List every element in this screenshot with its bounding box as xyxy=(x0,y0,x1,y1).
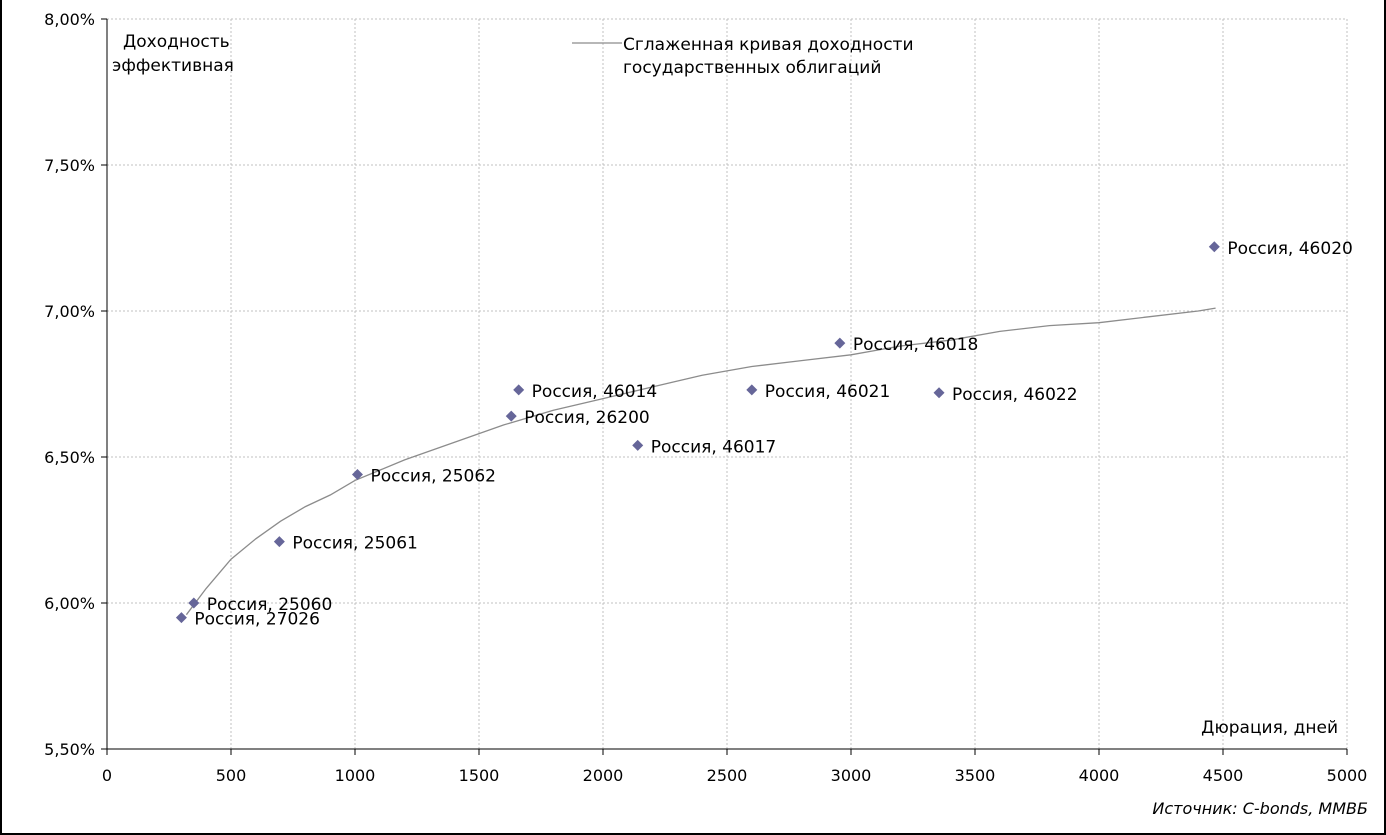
x-axis-title: Дюрация, дней xyxy=(1201,718,1338,738)
x-tick-label: 1500 xyxy=(459,766,500,785)
x-tick-label: 2000 xyxy=(583,766,624,785)
bond-point-label: Россия, 46021 xyxy=(765,382,891,402)
x-tick-label: 1000 xyxy=(335,766,376,785)
x-tick-label: 3500 xyxy=(955,766,996,785)
bond-point-label: Россия, 27026 xyxy=(194,610,320,630)
x-tick-label: 0 xyxy=(102,766,112,785)
bond-point-label: Россия, 46017 xyxy=(651,437,777,457)
bond-point xyxy=(351,469,363,481)
bond-point xyxy=(1208,241,1220,253)
bond-point xyxy=(513,384,525,396)
axes: 0 500 1000 1500 2000 2500 3000 3500 4000 4500 5000… xyxy=(44,10,1367,785)
bond-point xyxy=(632,439,644,451)
text-layer: Доходность эффективная Сглаженная кривая… xyxy=(112,32,1368,818)
bond-point xyxy=(834,337,846,349)
bond-point-label: Россия, 46020 xyxy=(1227,239,1353,259)
y-tick-label: 6,00% xyxy=(44,594,95,613)
x-tick-label: 4000 xyxy=(1079,766,1120,785)
x-tick-label: 2500 xyxy=(707,766,748,785)
bond-point-label: Россия, 46022 xyxy=(952,385,1078,405)
source-note: Источник: C-bonds, ММВБ xyxy=(1152,799,1368,818)
bond-point-label: Россия, 46014 xyxy=(532,382,658,402)
bond-point xyxy=(746,384,758,396)
curve-layer xyxy=(185,307,1216,616)
y-tick-label: 6,50% xyxy=(44,448,95,467)
bond-point-label: Россия, 26200 xyxy=(524,408,650,428)
bond-point-label: Россия, 25062 xyxy=(370,467,496,487)
bond-point-label: Россия, 46018 xyxy=(853,335,979,355)
bond-point xyxy=(933,387,945,399)
legend-label-line-1: Сглаженная кривая доходности xyxy=(623,35,914,55)
y-tick-label: 7,00% xyxy=(44,302,95,321)
grid xyxy=(107,18,1348,749)
x-tick-label: 5000 xyxy=(1327,766,1368,785)
bond-point-label: Россия, 25060 xyxy=(207,595,333,615)
y-axis-title-line-1: Доходность xyxy=(123,32,230,52)
bond-point xyxy=(505,410,517,422)
smoothed-yield-curve xyxy=(185,307,1216,616)
legend-label-line-2: государственных облигаций xyxy=(623,58,881,78)
y-tick-label: 5,50% xyxy=(44,740,95,759)
x-tick-label: 4500 xyxy=(1203,766,1244,785)
bond-point xyxy=(175,612,187,624)
x-tick-label: 3000 xyxy=(831,766,872,785)
bond-point xyxy=(273,536,285,548)
bond-point xyxy=(188,597,200,609)
y-tick-label: 7,50% xyxy=(44,156,95,175)
x-tick-label: 500 xyxy=(216,766,247,785)
y-axis-title-line-2: эффективная xyxy=(112,56,234,76)
y-tick-label: 8,00% xyxy=(44,10,95,29)
bond-point-label: Россия, 25061 xyxy=(292,534,418,554)
